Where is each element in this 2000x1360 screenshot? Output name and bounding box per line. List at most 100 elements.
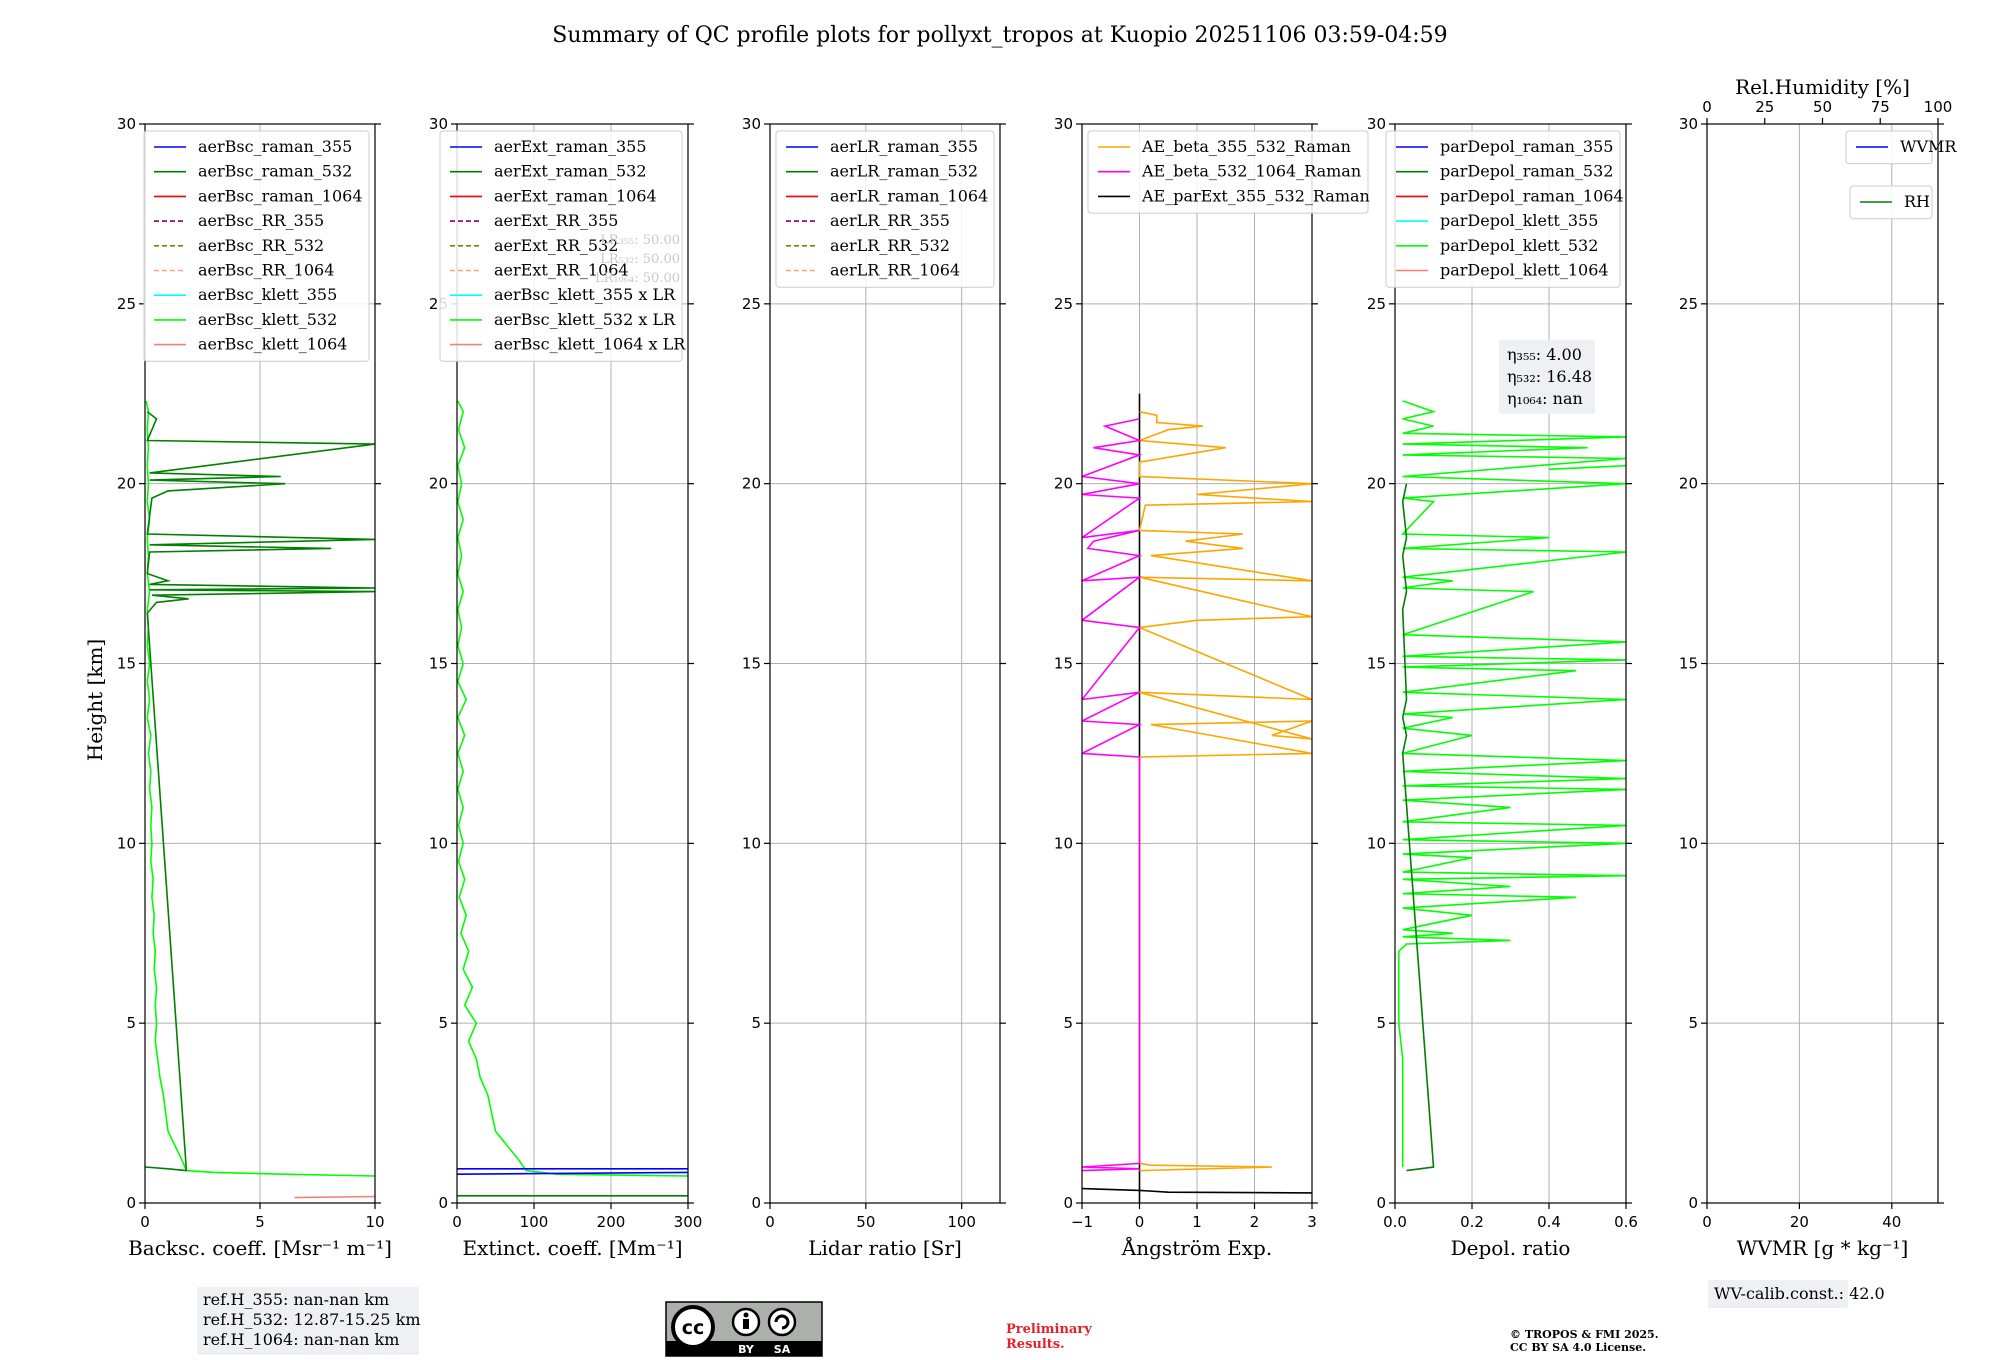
y-tick-label: 0 bbox=[1688, 1194, 1698, 1212]
legend-label: aerBsc_klett_1064 x LR bbox=[494, 335, 686, 354]
series-line-AE_parExt_355_532_Raman bbox=[1082, 1187, 1312, 1194]
series-group bbox=[457, 400, 688, 1197]
x-tick-label: 0.6 bbox=[1614, 1213, 1638, 1231]
by-label: BY bbox=[738, 1343, 755, 1356]
legend-label: aerLR_raman_1064 bbox=[830, 186, 988, 205]
y-tick-label: 10 bbox=[1679, 834, 1698, 852]
x-axis-label: Backsc. coeff. [Msr⁻¹ m⁻¹] bbox=[128, 1236, 392, 1260]
by-icon-body bbox=[743, 1319, 749, 1329]
x-axis-label: WVMR [g * kg⁻¹] bbox=[1737, 1236, 1909, 1260]
legend-label: WVMR bbox=[1900, 137, 1957, 156]
y-tick-label: 15 bbox=[1367, 655, 1386, 673]
legend-label: parDepol_raman_1064 bbox=[1440, 186, 1624, 205]
legend bbox=[1845, 130, 1933, 165]
x-tick-label: 0 bbox=[1135, 1213, 1145, 1231]
y-tick-label: 5 bbox=[1063, 1014, 1073, 1032]
legend bbox=[1385, 130, 1621, 288]
y-tick-label: 5 bbox=[1376, 1014, 1386, 1032]
legend bbox=[439, 130, 683, 362]
sa-label: SA bbox=[774, 1343, 791, 1356]
legend-label: parDepol_raman_532 bbox=[1440, 162, 1613, 181]
legend bbox=[775, 130, 995, 288]
sa-icon bbox=[767, 1307, 797, 1337]
series-line-aerBsc_raman_532 bbox=[145, 411, 375, 1172]
legend-label: aerBsc_klett_1064 bbox=[198, 335, 347, 354]
y-tick-label: 5 bbox=[126, 1014, 136, 1032]
series-group bbox=[145, 400, 375, 1199]
y-tick-label: 15 bbox=[117, 655, 136, 673]
x-tick-label: 0.0 bbox=[1383, 1213, 1407, 1231]
y-tick-label: 30 bbox=[117, 115, 136, 133]
by-icon-head bbox=[743, 1312, 749, 1318]
x-tick-label: 0 bbox=[452, 1213, 462, 1231]
y-tick-label: 25 bbox=[117, 295, 136, 313]
y-tick-label: 10 bbox=[429, 834, 448, 852]
x-axis-label: Ångström Exp. bbox=[1121, 1235, 1272, 1260]
legend-label: aerLR_raman_355 bbox=[830, 137, 978, 156]
y-tick-label: 10 bbox=[117, 834, 136, 852]
eta-box bbox=[1498, 339, 1595, 414]
top-x-tick-label: 75 bbox=[1871, 98, 1890, 116]
y-tick-label: 0 bbox=[126, 1194, 136, 1212]
legend-label: parDepol_klett_355 bbox=[1440, 211, 1598, 230]
x-tick-label: 5 bbox=[255, 1213, 265, 1231]
legend-label: aerBsc_raman_1064 bbox=[198, 186, 363, 205]
lidar-ratio-note: LR₃₅₅: 50.00 bbox=[600, 233, 680, 248]
series-line-AE_beta_532_1064_Raman bbox=[1082, 418, 1143, 1172]
top-x-tick-label: 0 bbox=[1702, 98, 1712, 116]
legend-label: aerLR_RR_532 bbox=[830, 236, 950, 255]
y-tick-label: 30 bbox=[742, 115, 761, 133]
legend-label: aerExt_raman_355 bbox=[494, 137, 647, 156]
series-line-aerBsc_klett_532 x LR bbox=[457, 400, 688, 1177]
top-x-tick-label: 100 bbox=[1924, 98, 1953, 116]
y-tick-label: 20 bbox=[1054, 475, 1073, 493]
copyright-line-2: CC BY SA 4.0 License. bbox=[1510, 1341, 1646, 1354]
x-tick-label: 10 bbox=[365, 1213, 384, 1231]
y-tick-label: 30 bbox=[1367, 115, 1386, 133]
legend-label: aerBsc_klett_532 x LR bbox=[494, 310, 676, 329]
y-tick-label: 20 bbox=[117, 475, 136, 493]
series-line-parDepol_klett_532 bbox=[1398, 400, 1626, 1167]
lidar-ratio-note: LR₅₃₂: 50.00 bbox=[600, 252, 680, 267]
ref-height-label: ref.H_1064: nan-nan km bbox=[203, 1330, 399, 1349]
figure-title: Summary of QC profile plots for pollyxt_… bbox=[552, 23, 1447, 48]
legend-label: parDepol_raman_355 bbox=[1440, 137, 1613, 156]
y-tick-label: 20 bbox=[1679, 475, 1698, 493]
y-tick-label: 0 bbox=[1376, 1194, 1386, 1212]
y-tick-label: 30 bbox=[429, 115, 448, 133]
ref-height-label: ref.H_532: 12.87-15.25 km bbox=[203, 1310, 421, 1329]
series-line-parDepol_klett_532 bbox=[1548, 464, 1626, 471]
y-tick-label: 0 bbox=[438, 1194, 448, 1212]
x-axis-label: Depol. ratio bbox=[1451, 1236, 1571, 1260]
x-tick-label: 0.4 bbox=[1537, 1213, 1561, 1231]
x-tick-label: −1 bbox=[1071, 1213, 1093, 1231]
series-group bbox=[1082, 393, 1312, 1203]
x-tick-label: 3 bbox=[1307, 1213, 1317, 1231]
top-axis-label: Rel.Humidity [%] bbox=[1735, 75, 1910, 99]
sa-icon-arrow bbox=[774, 1314, 790, 1330]
x-tick-label: 50 bbox=[856, 1213, 875, 1231]
y-tick-label: 5 bbox=[438, 1014, 448, 1032]
x-tick-label: 2 bbox=[1250, 1213, 1260, 1231]
legend-label: aerBsc_klett_355 bbox=[198, 285, 337, 304]
legend-label: AE_beta_532_1064_Raman bbox=[1141, 162, 1361, 181]
y-tick-label: 20 bbox=[742, 475, 761, 493]
y-tick-label: 0 bbox=[751, 1194, 761, 1212]
legend-label: RH bbox=[1904, 192, 1930, 211]
x-tick-label: 0 bbox=[765, 1213, 775, 1231]
wv-calib-box bbox=[1708, 1280, 1848, 1308]
x-tick-label: 300 bbox=[674, 1213, 703, 1231]
lidar-ratio-note: LR₁₀₆₄: 50.00 bbox=[595, 271, 680, 286]
y-tick-label: 20 bbox=[429, 475, 448, 493]
legend-label: aerExt_raman_532 bbox=[494, 162, 647, 181]
wv-calib-label: WV-calib.const.: 42.0 bbox=[1714, 1284, 1885, 1303]
eta-label: η₃₅₅: 4.00 bbox=[1507, 345, 1582, 364]
ref-height-label: ref.H_355: nan-nan km bbox=[203, 1290, 389, 1309]
top-x-tick-label: 50 bbox=[1813, 98, 1832, 116]
legend bbox=[1087, 130, 1369, 214]
eta-label: η₁₀₆₄: nan bbox=[1507, 389, 1583, 408]
